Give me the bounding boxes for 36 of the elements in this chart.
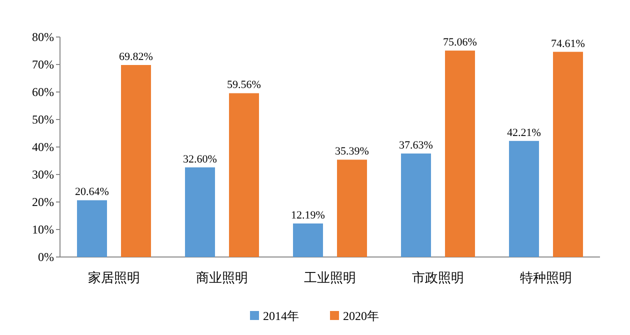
data-label: 59.56% <box>227 79 261 92</box>
bar <box>553 52 583 257</box>
data-label: 35.39% <box>335 146 369 158</box>
y-tick-label: 60% <box>32 85 54 99</box>
bar <box>509 140 539 257</box>
data-label: 69.82% <box>119 50 153 63</box>
x-tick-label: 工业照明 <box>304 270 356 285</box>
y-tick-label: 0% <box>38 250 54 264</box>
y-tick-label: 40% <box>32 140 54 154</box>
x-tick-label: 商业照明 <box>196 270 248 285</box>
y-tick-label: 30% <box>32 168 54 182</box>
bar <box>121 64 151 257</box>
y-tick-label: 70% <box>32 58 54 72</box>
data-label: 12.19% <box>291 209 325 222</box>
x-tick-label: 市政照明 <box>412 270 464 285</box>
data-label: 20.64% <box>75 186 109 198</box>
bar <box>77 200 107 257</box>
data-label: 42.21% <box>507 126 541 139</box>
y-tick-label: 80% <box>32 30 54 44</box>
legend-label: 2014年 <box>263 309 299 323</box>
data-label: 32.60% <box>183 153 217 166</box>
data-label: 75.06% <box>443 36 477 49</box>
data-label: 37.63% <box>399 140 433 152</box>
data-label: 74.61% <box>551 38 585 50</box>
y-tick-label: 20% <box>32 195 54 209</box>
y-tick-label: 10% <box>32 222 54 236</box>
bar <box>293 223 323 257</box>
x-tick-label: 家居照明 <box>88 270 140 285</box>
bar <box>401 154 431 257</box>
y-tick-label: 50% <box>32 112 54 126</box>
bar <box>229 93 259 257</box>
bar <box>337 160 367 257</box>
bar <box>185 167 215 257</box>
legend-label: 2020年 <box>343 309 379 323</box>
x-tick-label: 特种照明 <box>520 270 572 285</box>
bar <box>445 50 475 257</box>
